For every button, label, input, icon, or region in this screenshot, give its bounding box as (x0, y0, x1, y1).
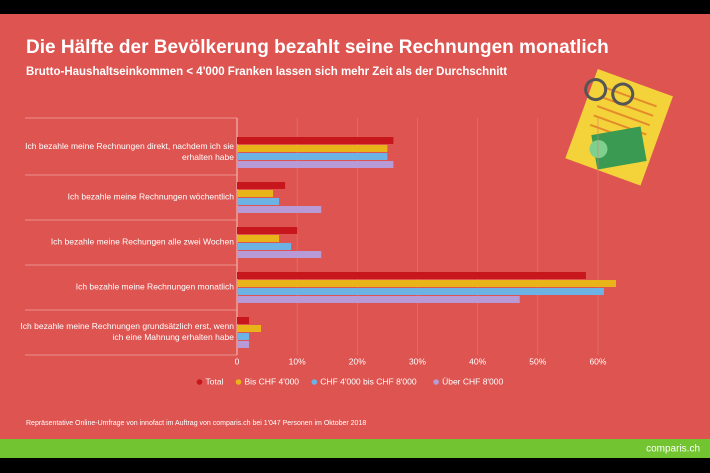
bar (237, 235, 280, 242)
bar (237, 333, 250, 340)
category-label: Ich bezahle meine Rechnungen wöchentlich (67, 191, 234, 202)
footnote: Repräsentative Online-Umfrage von innofa… (26, 420, 366, 427)
bar (237, 182, 286, 189)
legend-marker (196, 379, 203, 385)
illustration (565, 69, 673, 186)
paper (565, 69, 673, 186)
bar (237, 198, 280, 205)
bar (237, 296, 520, 303)
bar (237, 145, 388, 152)
legend-label: Bis CHF 4'000 (245, 376, 300, 386)
x-tick-label: 20% (349, 356, 366, 366)
bar (237, 280, 616, 287)
x-tick-label: 0 (235, 356, 240, 366)
bar (237, 288, 604, 295)
chart-title: Die Hälfte der Bevölkerung bezahlt seine… (26, 37, 609, 58)
top-band (0, 0, 710, 14)
x-tick-label: 30% (409, 356, 426, 366)
category-label: Ich bezahle meine Rechnungen monatlich (75, 281, 234, 292)
bar (237, 317, 250, 324)
category-label: Ich bezahle meine Rechungen alle zwei Wo… (50, 236, 234, 247)
legend-label: Über CHF 8'000 (442, 376, 503, 386)
bar (237, 153, 388, 160)
bar (237, 137, 394, 144)
legend-label: CHF 4'000 bis CHF 8'000 (320, 376, 417, 386)
x-tick-label: 40% (469, 356, 486, 366)
category-label: Ich bezahle meine Rechnungen direkt, nac… (25, 141, 234, 162)
brand-bar (0, 439, 710, 458)
category-label: Ich bezahle meine Rechnungen grundsätzli… (20, 321, 234, 342)
x-tick-label: 10% (289, 356, 306, 366)
bar (237, 227, 298, 234)
legend-marker (311, 379, 318, 385)
bar (237, 251, 322, 258)
bar (237, 243, 292, 250)
legend-marker (235, 379, 242, 385)
bar (237, 161, 394, 168)
bar (237, 190, 274, 197)
legend-marker (433, 379, 439, 385)
x-tick-label: 60% (589, 356, 606, 366)
bar (237, 272, 586, 279)
brand: comparis.ch (646, 444, 700, 455)
x-tick-label: 50% (529, 356, 546, 366)
bar (237, 325, 262, 332)
legend-label: Total (206, 376, 224, 386)
bar (237, 341, 250, 348)
bar (237, 206, 322, 213)
money (591, 126, 647, 170)
bottom-band (0, 458, 710, 473)
chart-subtitle: Brutto-Haushaltseinkommen < 4'000 Franke… (26, 66, 507, 78)
